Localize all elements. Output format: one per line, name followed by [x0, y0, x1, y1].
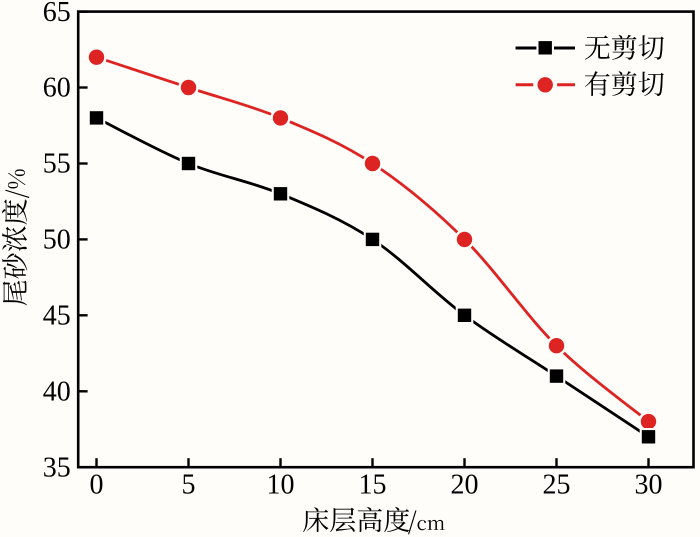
svg-text:20: 20 — [451, 470, 479, 501]
svg-text:35: 35 — [43, 452, 71, 483]
svg-text:65: 65 — [43, 0, 71, 28]
svg-text:45: 45 — [43, 301, 71, 332]
svg-text:40: 40 — [43, 377, 71, 408]
svg-text:30: 30 — [635, 470, 663, 501]
svg-text:60: 60 — [43, 73, 71, 104]
svg-text:25: 25 — [543, 470, 571, 501]
svg-text:0: 0 — [90, 470, 104, 501]
svg-text:50: 50 — [43, 225, 71, 256]
svg-text:5: 5 — [182, 470, 196, 501]
svg-text:15: 15 — [359, 470, 387, 501]
svg-text:55: 55 — [43, 149, 71, 180]
svg-text:10: 10 — [267, 470, 295, 501]
